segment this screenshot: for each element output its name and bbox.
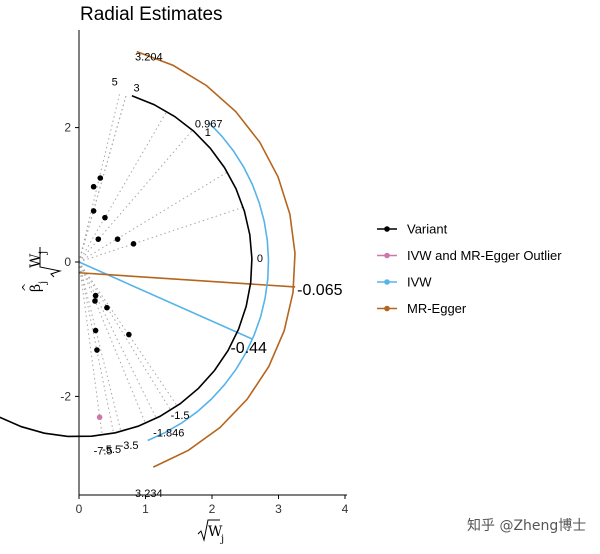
variant-point: [126, 331, 132, 338]
x-tick-label: 1: [142, 502, 149, 516]
range-label: 3.234: [135, 488, 163, 500]
scale-label: -3.5: [120, 440, 139, 452]
variant-point: [90, 208, 97, 214]
range-label: 0.967: [195, 119, 223, 131]
variant-point: [92, 298, 98, 304]
svg-text:^: ^: [20, 283, 33, 292]
variant-point: [94, 347, 100, 353]
y-axis-title: β ^ j W j: [20, 247, 62, 292]
legend-label: MR-Egger: [407, 301, 467, 316]
variant-point: [130, 241, 137, 247]
y-tick-label: -2: [60, 389, 71, 403]
scale-label: 3: [134, 82, 140, 94]
watermark: 知乎 @Zheng博士: [467, 517, 586, 534]
ray-lines: [78, 92, 244, 436]
x-tick-label: 3: [275, 502, 282, 516]
legend-label: IVW: [407, 275, 432, 290]
legend-item-variant: Variant: [377, 222, 448, 237]
ray-line: [78, 261, 122, 432]
variant-scale-arc: [0, 94, 253, 438]
ray-line: [78, 129, 193, 263]
estimate-lines: [78, 261, 296, 340]
egger-line: [78, 271, 296, 288]
range-label: -1.846: [153, 428, 184, 440]
x-axis-title: W j: [197, 519, 224, 545]
legend-item-ivw: IVW: [377, 275, 432, 290]
axes: 0 1 2 3 4 -2 0 2 W j β ^ j W j: [20, 30, 349, 545]
ivw-scale-arc: [147, 121, 270, 442]
svg-text:W: W: [208, 524, 223, 540]
svg-text:j: j: [38, 281, 49, 285]
x-ticks: 0 1 2 3 4: [76, 495, 349, 516]
scale-label: -1.5: [171, 410, 190, 422]
scale-label: -5.5: [102, 444, 121, 456]
legend-key-point: [384, 305, 390, 312]
scale-label: 1: [205, 127, 211, 139]
ray-line: [78, 111, 168, 263]
legend-key-point: [384, 252, 390, 259]
x-tick-label: 0: [76, 502, 83, 516]
ray-line: [78, 261, 172, 411]
variant-point: [102, 214, 108, 221]
scale-annotations: 5 3 1 0 -1.5 -3.5-5.5-7.5 3.204 3.234 0.967 -1.84…: [94, 51, 343, 500]
scale-label: 0: [257, 253, 263, 265]
egger-scale-arc: [136, 50, 296, 468]
legend-item-outlier: IVW and MR-Egger Outlier: [377, 248, 562, 263]
y-ticks: -2 0 2: [60, 121, 79, 403]
legend-key-point: [384, 226, 390, 232]
svg-text:W: W: [28, 253, 44, 268]
scale-arcs: [0, 50, 296, 468]
ray-line: [78, 93, 127, 263]
ray-line: [78, 261, 157, 419]
legend: Variant IVW and MR-Egger Outlier IVW MR-Egg…: [377, 222, 562, 316]
svg-text:j: j: [220, 534, 224, 545]
ivw-estimate-label: -0.44: [230, 340, 267, 357]
legend-item-egger: MR-Egger: [377, 301, 467, 316]
scale-label: -7.5: [94, 446, 113, 458]
variant-point: [104, 304, 110, 311]
x-tick-label: 2: [209, 502, 216, 516]
variant-point: [90, 183, 97, 190]
variant-point: [97, 175, 104, 181]
legend-label: IVW and MR-Egger Outlier: [407, 248, 562, 263]
legend-label: Variant: [407, 222, 448, 237]
ivw-line: [78, 261, 253, 340]
scale-label: 5: [112, 76, 118, 88]
variant-point: [92, 292, 99, 299]
variant-point: [95, 236, 102, 242]
outlier-point: [96, 414, 103, 421]
data-points: [90, 175, 137, 421]
variant-point: [92, 327, 99, 334]
x-tick-label: 4: [342, 502, 349, 516]
y-tick-label: 0: [64, 255, 71, 269]
legend-key-point: [384, 279, 390, 285]
ray-line: [78, 261, 146, 424]
svg-text:β: β: [28, 284, 44, 292]
y-tick-label: 2: [64, 121, 71, 135]
svg-text:j: j: [38, 251, 49, 255]
ray-line: [78, 206, 244, 263]
range-label: 3.204: [135, 51, 163, 63]
egger-estimate-label: -0.065: [297, 282, 342, 299]
ray-line: [78, 171, 228, 263]
ray-line: [78, 261, 178, 407]
chart-title: Radial Estimates: [80, 4, 223, 25]
variant-point: [114, 236, 121, 242]
